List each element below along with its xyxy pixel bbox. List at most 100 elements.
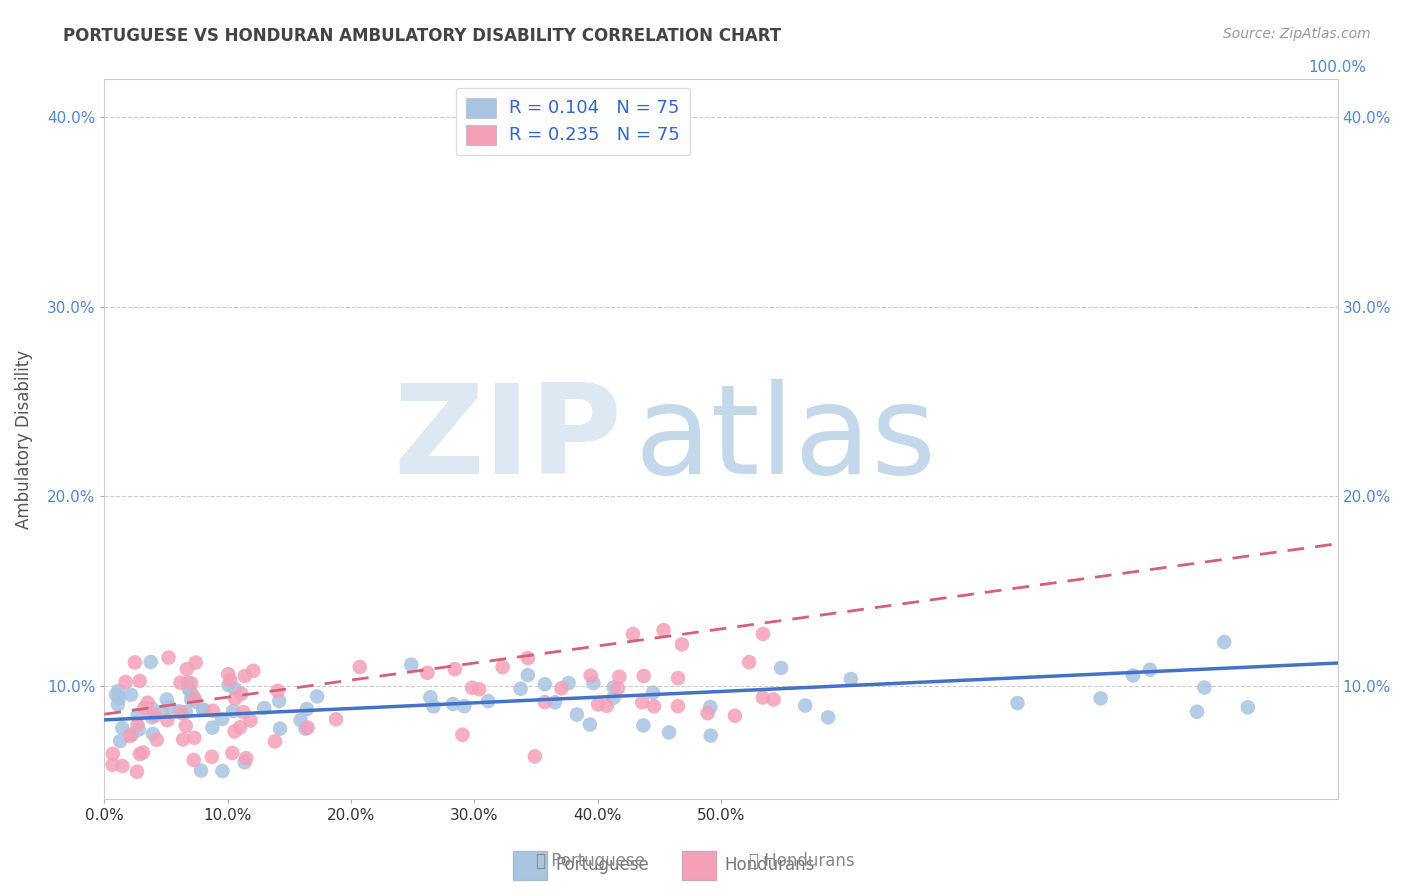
Point	[491, 660, 513, 674]
Point	[105, 688, 128, 702]
Point	[1194, 681, 1216, 695]
Text: ⬛ Hondurans: ⬛ Hondurans	[748, 852, 855, 870]
Point	[156, 692, 179, 706]
Point	[224, 724, 246, 739]
Point	[127, 708, 149, 723]
Point	[643, 699, 665, 714]
Point	[641, 686, 664, 700]
Point	[550, 681, 572, 696]
Point	[159, 700, 181, 714]
Point	[1090, 691, 1112, 706]
Point	[477, 694, 499, 708]
Point	[233, 756, 256, 770]
Point	[696, 706, 718, 721]
Point	[129, 747, 152, 761]
Legend: R = 0.104   N = 75, R = 0.235   N = 75: R = 0.104 N = 75, R = 0.235 N = 75	[456, 87, 690, 155]
Point	[269, 694, 291, 708]
Point	[120, 688, 142, 702]
Text: PORTUGUESE VS HONDURAN AMBULATORY DISABILITY CORRELATION CHART: PORTUGUESE VS HONDURAN AMBULATORY DISABI…	[63, 27, 782, 45]
Point	[724, 708, 747, 723]
Point	[183, 753, 205, 767]
Point	[190, 764, 212, 778]
Point	[579, 668, 602, 682]
Point	[107, 683, 129, 698]
Point	[633, 669, 655, 683]
Point	[193, 703, 215, 717]
Point	[509, 681, 531, 696]
Point	[229, 720, 252, 734]
Point	[114, 675, 136, 690]
Point	[169, 675, 191, 690]
Point	[142, 727, 165, 741]
Point	[671, 637, 693, 651]
Point	[443, 662, 465, 676]
Point	[1213, 635, 1236, 649]
Point	[534, 677, 557, 691]
Point	[401, 657, 423, 672]
Point	[224, 691, 246, 706]
Point	[607, 670, 630, 684]
Point	[180, 676, 202, 690]
Point	[1139, 663, 1161, 677]
Point	[461, 681, 484, 695]
Point	[174, 705, 197, 719]
Point	[222, 704, 245, 718]
Point	[441, 697, 464, 711]
Point	[596, 698, 619, 713]
Point	[128, 673, 150, 688]
Point	[231, 687, 253, 701]
Point	[179, 684, 201, 698]
Point	[218, 678, 240, 692]
Point	[295, 702, 318, 716]
Point	[108, 691, 131, 706]
Point	[141, 702, 163, 716]
Point	[107, 698, 129, 712]
Point	[631, 695, 654, 709]
Point	[121, 727, 143, 741]
Point	[416, 665, 439, 680]
Point	[738, 655, 761, 669]
Point	[516, 668, 538, 682]
Point	[136, 696, 159, 710]
Point	[652, 623, 675, 637]
Point	[219, 673, 242, 687]
Point	[184, 656, 207, 670]
Point	[157, 650, 180, 665]
Point	[621, 627, 644, 641]
Point	[217, 667, 239, 681]
Point	[269, 722, 291, 736]
Point	[557, 676, 579, 690]
Point	[290, 713, 312, 727]
Point	[221, 746, 243, 760]
FancyBboxPatch shape	[513, 851, 547, 880]
Point	[134, 701, 156, 715]
Point	[606, 681, 628, 695]
Point	[451, 728, 474, 742]
Point	[516, 651, 538, 665]
Point	[523, 749, 546, 764]
Point	[141, 710, 163, 724]
Text: ZIP: ZIP	[394, 379, 623, 500]
Point	[124, 656, 146, 670]
Point	[579, 717, 602, 731]
Point	[586, 698, 609, 712]
Point	[267, 683, 290, 698]
Point	[1236, 700, 1258, 714]
Point	[176, 662, 198, 676]
Point	[170, 706, 193, 720]
Point	[603, 681, 626, 695]
Point	[201, 721, 224, 735]
Point	[183, 691, 205, 706]
Point	[839, 672, 862, 686]
Point	[127, 718, 149, 732]
Point	[191, 703, 214, 717]
Point	[108, 734, 131, 748]
Point	[232, 705, 254, 719]
Point	[233, 669, 256, 683]
Point	[817, 710, 839, 724]
Point	[699, 700, 721, 714]
Point	[422, 699, 444, 714]
Point	[150, 705, 173, 719]
Point	[544, 695, 567, 709]
Point	[752, 690, 775, 705]
